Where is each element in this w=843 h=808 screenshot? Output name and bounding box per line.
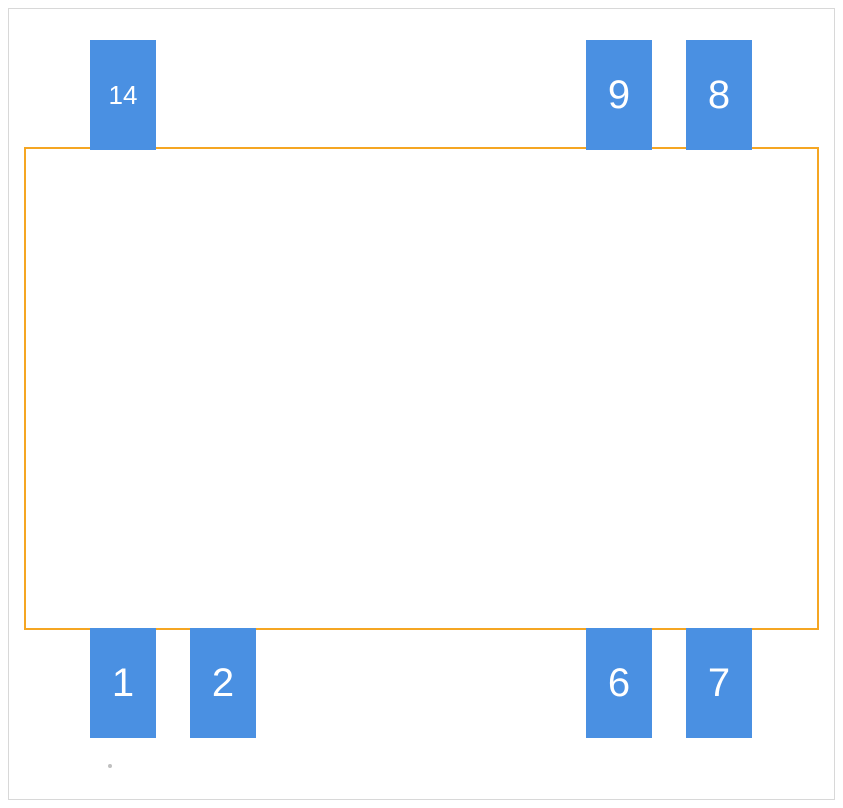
component-body-outline — [24, 147, 819, 630]
pad-1: 1 — [90, 628, 156, 738]
pad-2: 2 — [190, 628, 256, 738]
pad-14: 14 — [90, 40, 156, 150]
pad-8: 8 — [686, 40, 752, 150]
pad-8-label: 8 — [708, 73, 730, 118]
pin1-marker-dot — [108, 764, 112, 768]
pad-1-label: 1 — [112, 661, 134, 706]
pad-2-label: 2 — [212, 661, 234, 706]
pad-6: 6 — [586, 628, 652, 738]
pad-9: 9 — [586, 40, 652, 150]
pad-7: 7 — [686, 628, 752, 738]
footprint-canvas: 14 9 8 1 2 6 7 — [0, 0, 843, 808]
pad-14-label: 14 — [109, 80, 138, 111]
pad-6-label: 6 — [608, 661, 630, 706]
pad-9-label: 9 — [608, 73, 630, 118]
pad-7-label: 7 — [708, 661, 730, 706]
